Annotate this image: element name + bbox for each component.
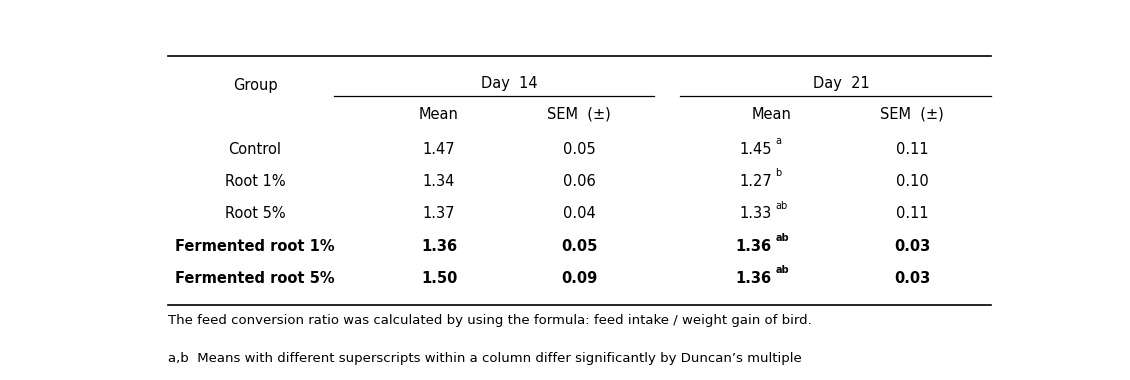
Text: 1.36: 1.36: [736, 271, 772, 286]
Text: 0.04: 0.04: [563, 206, 596, 221]
Text: The feed conversion ratio was calculated by using the formula: feed intake / wei: The feed conversion ratio was calculated…: [167, 314, 811, 327]
Text: Day  14: Day 14: [480, 76, 538, 91]
Text: 1.50: 1.50: [420, 271, 458, 286]
Text: 0.03: 0.03: [894, 271, 930, 286]
Text: Mean: Mean: [419, 107, 459, 122]
Text: 1.47: 1.47: [423, 142, 455, 157]
Text: 1.27: 1.27: [739, 174, 772, 189]
Text: a,b  Means with different superscripts within a column differ significantly by D: a,b Means with different superscripts wi…: [167, 352, 801, 365]
Text: 0.10: 0.10: [896, 174, 928, 189]
Text: Group: Group: [233, 78, 277, 93]
Text: Root 5%: Root 5%: [225, 206, 286, 221]
Text: 0.03: 0.03: [894, 239, 930, 253]
Text: 0.09: 0.09: [560, 271, 598, 286]
Text: 1.36: 1.36: [736, 239, 772, 253]
Text: ab: ab: [775, 233, 789, 243]
Text: SEM  (±): SEM (±): [880, 107, 944, 122]
Text: ab: ab: [775, 265, 789, 275]
Text: 0.11: 0.11: [896, 142, 928, 157]
Text: Root 1%: Root 1%: [225, 174, 286, 189]
Text: ab: ab: [775, 201, 788, 211]
Text: 0.05: 0.05: [560, 239, 598, 253]
Text: Mean: Mean: [751, 107, 792, 122]
Text: Fermented root 1%: Fermented root 1%: [175, 239, 334, 253]
Text: 1.36: 1.36: [421, 239, 457, 253]
Text: 0.11: 0.11: [896, 206, 928, 221]
Text: 0.05: 0.05: [563, 142, 596, 157]
Text: SEM  (±): SEM (±): [547, 107, 611, 122]
Text: Day  21: Day 21: [814, 76, 870, 91]
Text: 1.34: 1.34: [423, 174, 455, 189]
Text: 0.06: 0.06: [563, 174, 596, 189]
Text: 1.45: 1.45: [739, 142, 772, 157]
Text: 1.33: 1.33: [739, 206, 772, 221]
Text: Control: Control: [228, 142, 281, 157]
Text: Fermented root 5%: Fermented root 5%: [175, 271, 334, 286]
Text: a: a: [775, 136, 781, 146]
Text: 1.37: 1.37: [423, 206, 455, 221]
Text: b: b: [775, 168, 782, 179]
